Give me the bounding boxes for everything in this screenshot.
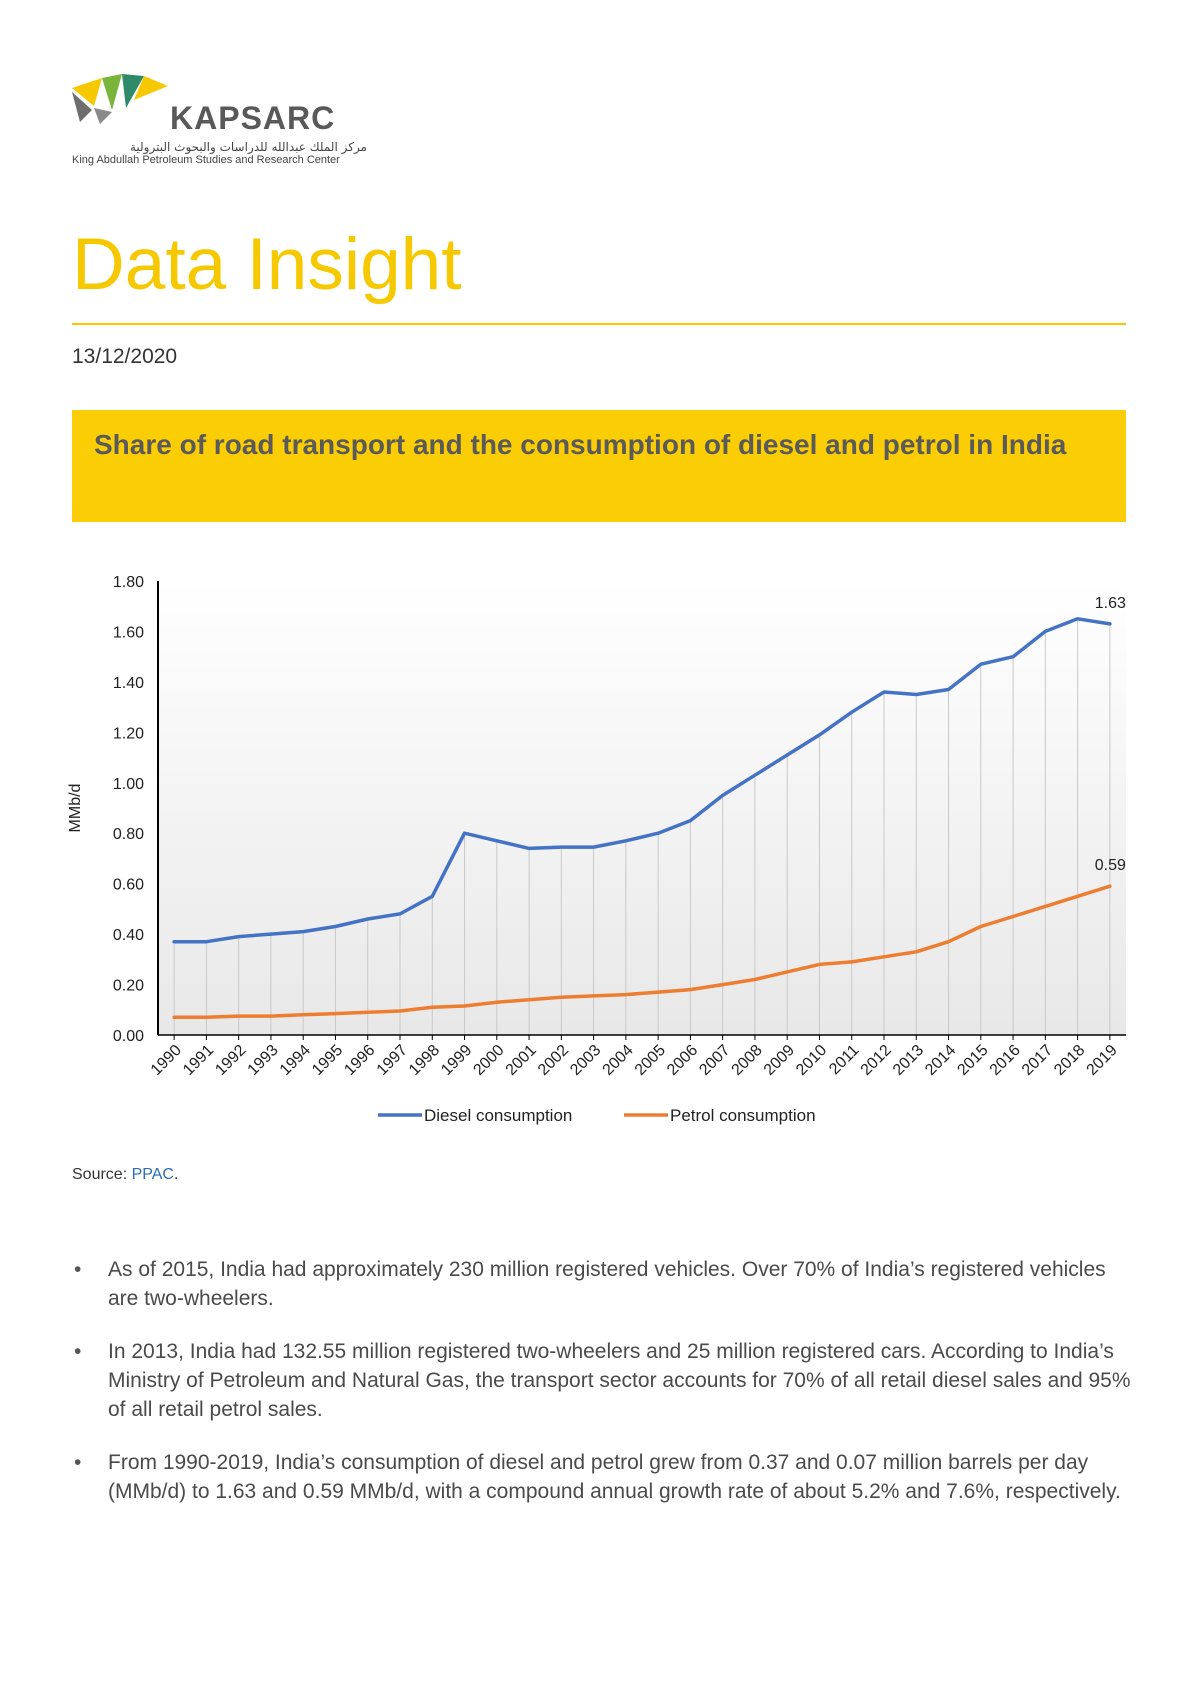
- x-tick-label: 2014: [922, 1042, 959, 1079]
- y-tick-label: 0.60: [113, 877, 144, 894]
- end-value-label: 1.63: [1095, 595, 1126, 612]
- y-tick-label: 1.00: [113, 776, 144, 793]
- y-tick-label: 0.40: [113, 927, 144, 944]
- y-tick-label: 0.80: [113, 826, 144, 843]
- kapsarc-emblem-icon: [72, 74, 168, 124]
- chart-title: Share of road transport and the consumpt…: [94, 429, 1067, 460]
- x-tick-label: 2003: [567, 1042, 604, 1079]
- consumption-line-chart: 0.00 0.20 0.40 0.60 0.80 1.00 1.20 1.40 1.60 1.80…: [67, 574, 1126, 1125]
- x-tick-label: 2001: [503, 1042, 540, 1079]
- x-tick-label: 2007: [696, 1042, 733, 1079]
- x-tick-label: 1994: [277, 1042, 314, 1079]
- y-tick-label: 0.00: [113, 1028, 144, 1045]
- x-tick-label: 2006: [664, 1042, 701, 1079]
- x-tick-label: 2008: [729, 1042, 766, 1079]
- title-divider: [72, 323, 1126, 325]
- kapsarc-logo: KAPSARC مركز الملك عبدالله للدراسات والب…: [72, 70, 372, 170]
- x-tick-label: 1997: [374, 1042, 411, 1079]
- y-tick-label: 1.80: [113, 574, 144, 591]
- x-tick-label: 1992: [212, 1042, 249, 1079]
- key-point: • From 1990-2019, India’s consumption of …: [72, 1448, 1132, 1506]
- y-tick-label: 1.60: [113, 624, 144, 641]
- source-label: Source:: [72, 1166, 132, 1183]
- legend-label: Diesel consumption: [424, 1106, 572, 1125]
- key-point: • As of 2015, India had approximately 230…: [72, 1255, 1132, 1313]
- source-suffix: .: [173, 1166, 179, 1183]
- x-tick-label: 2018: [1051, 1042, 1088, 1079]
- source-note: Source: PPAC.: [72, 1166, 178, 1184]
- logo-subtitle: King Abdullah Petroleum Studies and Rese…: [72, 154, 340, 166]
- source-link-ppac[interactable]: PPAC: [131, 1166, 174, 1183]
- x-tick-label: 1996: [341, 1042, 378, 1079]
- x-tick-label: 2012: [858, 1042, 895, 1079]
- y-tick-label: 1.40: [113, 675, 144, 692]
- page-title: Data Insight: [72, 224, 462, 305]
- y-axis-label: MMb/d: [67, 784, 84, 833]
- x-tick-label: 2004: [600, 1042, 637, 1079]
- x-tick-label: 2013: [890, 1042, 927, 1079]
- diesel-series-line: [172, 617, 1112, 944]
- x-tick-label: 1998: [406, 1042, 443, 1079]
- x-tick-label: 2011: [826, 1042, 862, 1078]
- x-tick-label: 2010: [793, 1042, 830, 1079]
- x-tick-label: 2017: [1019, 1042, 1056, 1079]
- bullet-icon: •: [74, 1258, 82, 1281]
- plot-area: [158, 581, 1126, 1035]
- key-point: • In 2013, India had 132.55 million regis…: [72, 1337, 1132, 1424]
- x-tick-label: 1990: [148, 1042, 185, 1079]
- x-tick-label: 2002: [535, 1042, 572, 1079]
- key-point-text: From 1990-2019, India’s consumption of d…: [108, 1451, 1121, 1503]
- y-tick-label: 1.20: [113, 725, 144, 742]
- x-tick-label: 1991: [180, 1042, 217, 1079]
- x-tick-label: 1999: [438, 1042, 475, 1079]
- x-tick-label: 2019: [1084, 1042, 1121, 1079]
- bullet-icon: •: [74, 1340, 82, 1363]
- logo-arabic-name: مركز الملك عبدالله للدراسات والبحوث البت…: [129, 140, 367, 154]
- x-tick-label: 2015: [954, 1042, 991, 1079]
- x-tick-label: 1995: [309, 1042, 346, 1079]
- end-value-label: 0.59: [1095, 857, 1126, 874]
- x-tick-label: 2009: [761, 1042, 798, 1079]
- key-point-text: As of 2015, India had approximately 230 …: [108, 1258, 1106, 1310]
- legend-label: Petrol consumption: [670, 1106, 816, 1125]
- chart-title-banner: Share of road transport and the consumpt…: [72, 410, 1126, 522]
- key-point-text: In 2013, India had 132.55 million regist…: [108, 1340, 1131, 1421]
- logo-wordmark: KAPSARC: [170, 100, 336, 136]
- x-tick-label: 2005: [632, 1042, 669, 1079]
- x-tick-label: 2016: [987, 1042, 1024, 1079]
- bullet-icon: •: [74, 1451, 82, 1474]
- y-tick-label: 0.20: [113, 978, 144, 995]
- publish-date: 13/12/2020: [72, 345, 178, 368]
- petrol-series-line: [172, 884, 1112, 1020]
- x-tick-label: 2000: [470, 1042, 507, 1079]
- key-points-list: • As of 2015, India had approximately 230…: [72, 1255, 1132, 1530]
- chart-legend: Diesel consumption Petrol consumption: [378, 1106, 816, 1125]
- x-tick-label: 1993: [245, 1042, 282, 1079]
